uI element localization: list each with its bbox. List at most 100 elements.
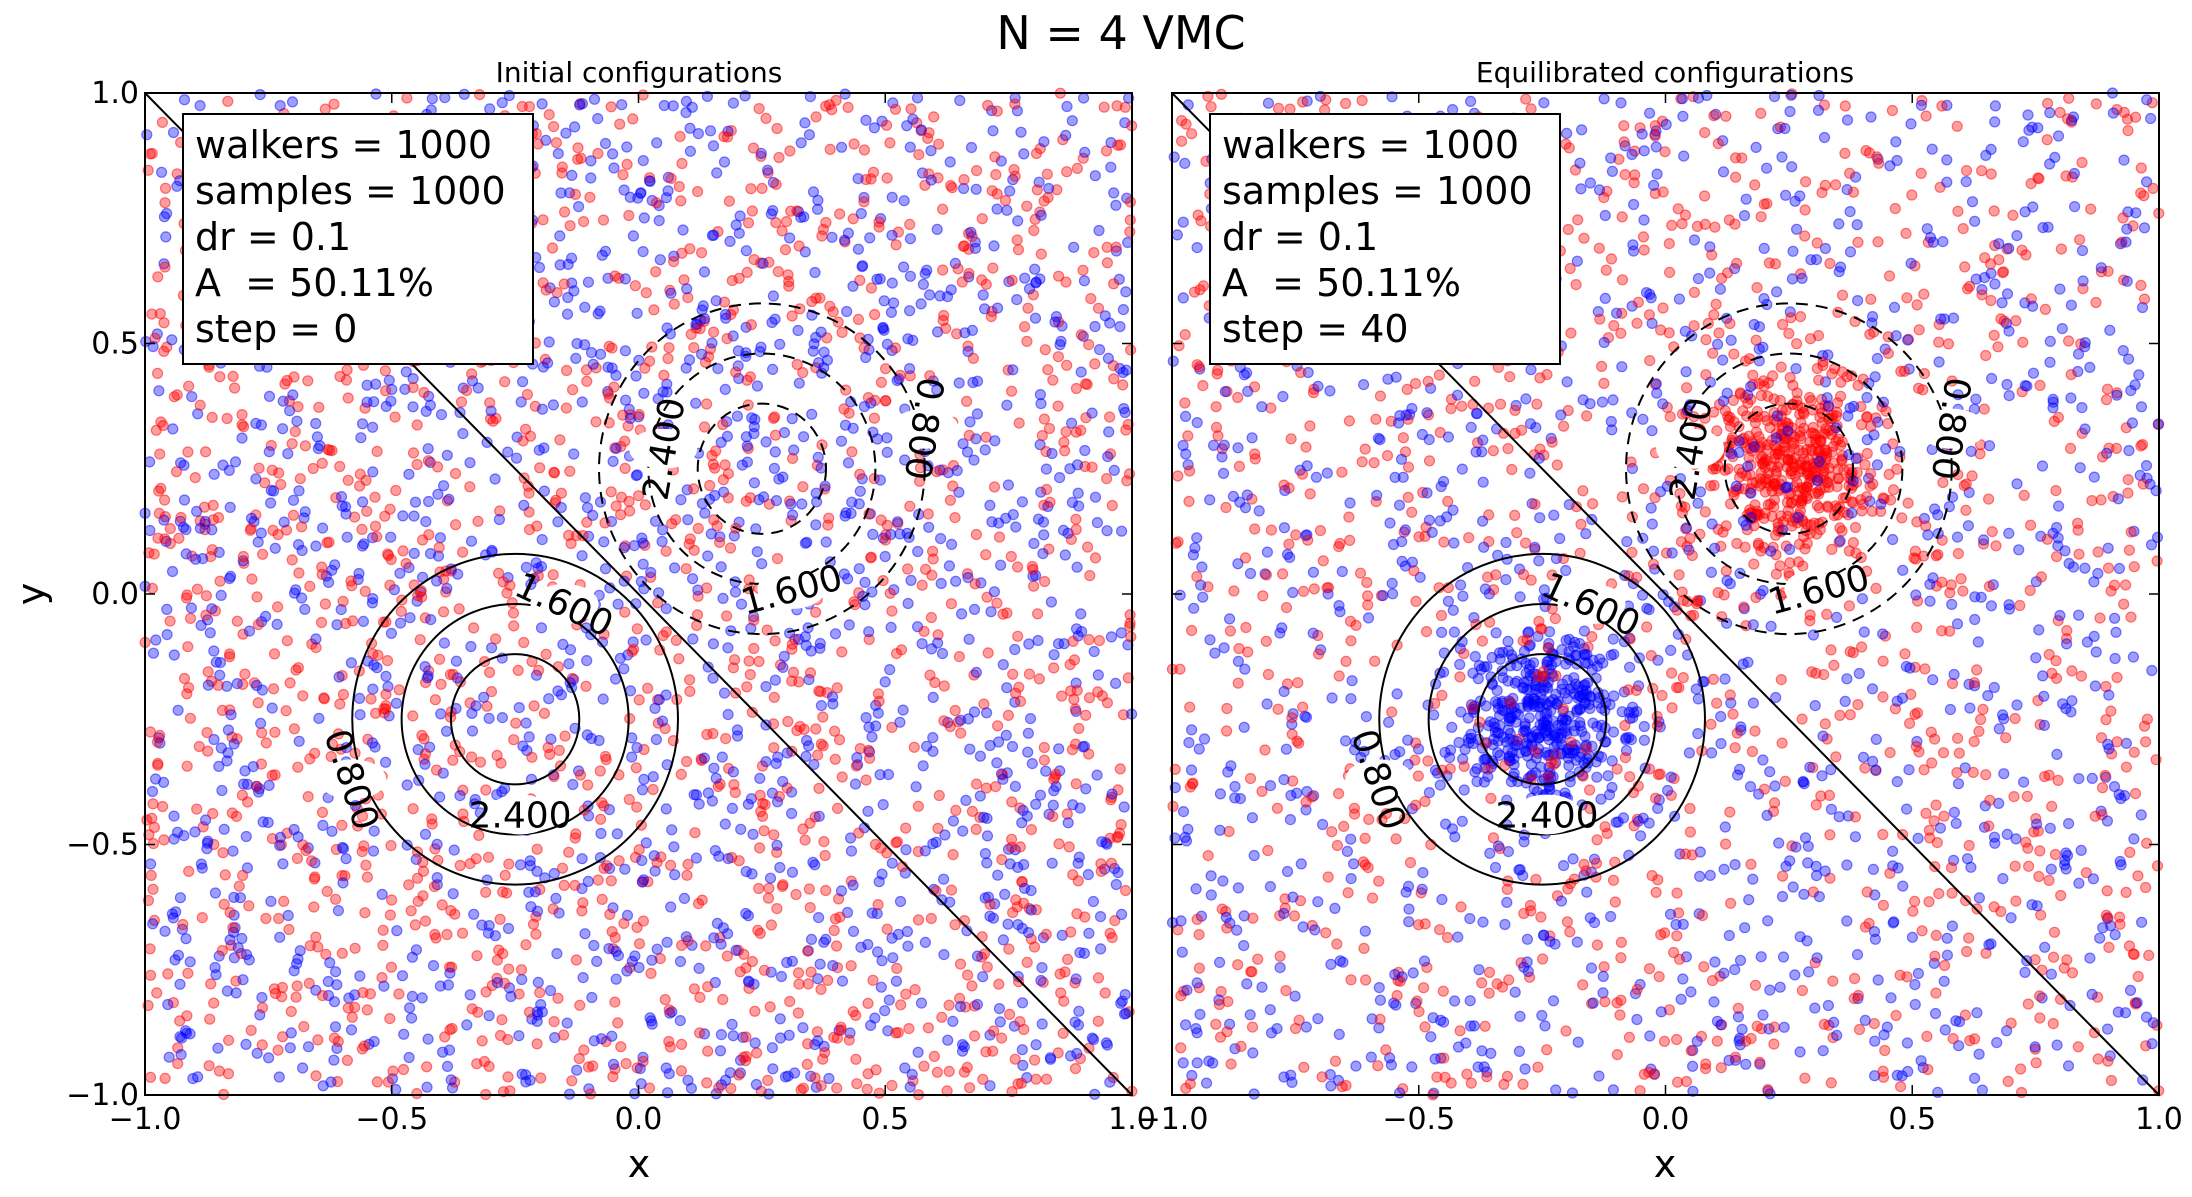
scatter-point <box>1608 690 1620 702</box>
scatter-point <box>950 575 962 587</box>
scatter-point <box>1012 630 1024 642</box>
scatter-point <box>1012 861 1024 874</box>
scatter-point <box>577 971 589 984</box>
scatter-point <box>1909 978 1921 991</box>
scatter-point <box>260 737 272 749</box>
scatter-point <box>854 332 866 344</box>
scatter-point <box>1825 644 1837 656</box>
scatter-point <box>802 945 814 957</box>
scatter-point <box>184 956 196 968</box>
scatter-point <box>658 369 670 381</box>
scatter-point <box>2124 846 2136 859</box>
scatter-point <box>336 841 348 854</box>
scatter-point <box>890 1027 902 1039</box>
scatter-point <box>1812 486 1824 498</box>
scatter-point <box>1750 426 1763 438</box>
scatter-point <box>898 195 910 207</box>
scatter-point <box>1072 875 1084 887</box>
scatter-point <box>297 690 309 702</box>
scatter-point <box>2092 1053 2104 1065</box>
scatter-point <box>1072 857 1084 869</box>
scatter-point <box>862 805 874 817</box>
scatter-point <box>710 772 722 784</box>
scatter-point <box>750 1078 763 1091</box>
scatter-point <box>799 117 811 129</box>
scatter-point <box>1088 645 1100 658</box>
scatter-point <box>864 232 876 244</box>
scatter-point <box>232 942 244 954</box>
scatter-point <box>1084 569 1096 582</box>
scatter-point <box>329 1021 342 1033</box>
scatter-point <box>810 519 822 531</box>
scatter-point <box>696 894 708 906</box>
scatter-point <box>540 284 552 296</box>
textbox-line: A = 50.11% <box>195 261 434 305</box>
scatter-point <box>1119 884 1132 897</box>
scatter-point <box>1119 988 1131 1001</box>
scatter-point <box>842 457 855 469</box>
scatter-point <box>851 1078 863 1090</box>
scatter-point <box>849 598 861 611</box>
scatter-point <box>2145 112 2157 125</box>
scatter-point <box>675 195 687 207</box>
scatter-point <box>926 569 938 581</box>
scatter-point <box>991 597 1003 609</box>
scatter-point <box>502 1071 514 1083</box>
scatter-point <box>978 303 991 315</box>
scatter-point <box>730 944 742 957</box>
scatter-point <box>200 446 212 458</box>
scatter-point <box>555 487 568 499</box>
scatter-point <box>202 679 214 691</box>
scatter-point <box>900 844 912 856</box>
scatter-point <box>389 411 401 423</box>
scatter-point <box>1932 548 1944 561</box>
scatter-point <box>214 371 226 383</box>
scatter-point <box>680 931 692 943</box>
scatter-point <box>1124 344 1137 356</box>
scatter-point <box>835 435 848 447</box>
scatter-point <box>581 654 593 667</box>
scatter-point <box>682 1074 694 1086</box>
scatter-point <box>316 561 328 573</box>
scatter-point <box>932 138 945 150</box>
scatter-point <box>1849 521 1862 534</box>
scatter-point <box>744 371 757 383</box>
scatter-point <box>689 827 701 839</box>
scatter-point <box>444 967 456 979</box>
scatter-point <box>432 461 444 473</box>
scatter-point <box>321 537 333 549</box>
scatter-point <box>987 1045 999 1057</box>
scatter-point <box>631 801 643 813</box>
scatter-point <box>285 1027 297 1039</box>
scatter-point <box>795 1084 807 1096</box>
figure-title: N = 4 VMC <box>996 6 1245 60</box>
scatter-point <box>1050 768 1062 780</box>
scatter-point <box>1256 981 1268 993</box>
scatter-point <box>152 367 164 379</box>
scatter-point <box>919 936 932 949</box>
scatter-point <box>633 409 645 421</box>
scatter-point <box>894 895 907 908</box>
scatter-point <box>181 760 193 772</box>
scatter-point <box>160 231 172 243</box>
scatter-point <box>192 1071 204 1083</box>
scatter-point <box>793 240 805 252</box>
scatter-point <box>873 1087 885 1099</box>
scatter-point <box>935 577 947 590</box>
scatter-point <box>184 712 196 724</box>
scatter-point <box>920 740 933 752</box>
scatter-point <box>1968 1072 1981 1084</box>
scatter-point <box>637 246 649 258</box>
scatter-point <box>2014 599 2026 612</box>
scatter-point <box>1300 441 1312 453</box>
scatter-point <box>986 185 998 197</box>
y-tick-label: −1.0 <box>66 1078 139 1113</box>
scatter-point <box>810 111 822 123</box>
scatter-point <box>1191 242 1203 254</box>
scatter-point <box>1607 726 1620 738</box>
scatter-point <box>439 91 451 104</box>
scatter-point <box>720 732 732 745</box>
scatter-point <box>503 963 515 975</box>
scatter-point <box>682 514 694 526</box>
scatter-point <box>1923 896 1935 908</box>
